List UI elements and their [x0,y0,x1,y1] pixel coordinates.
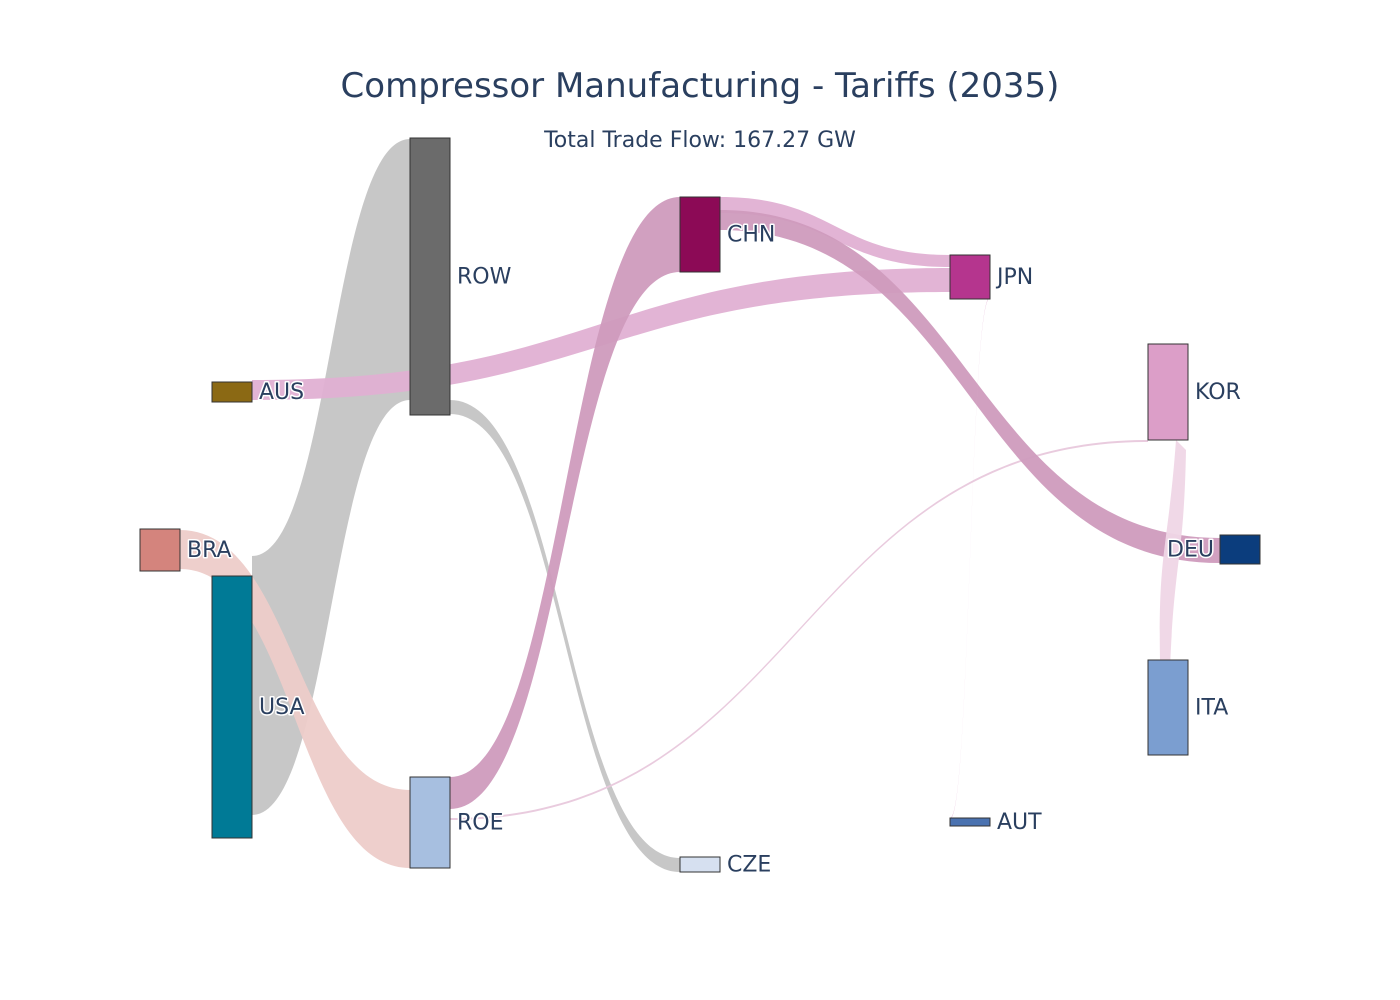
chart-title: Compressor Manufacturing - Tariffs (2035… [340,66,1060,106]
node-label-ita: ITA [1195,696,1228,721]
links-layer [180,139,1220,872]
node-aut[interactable] [949,817,991,827]
link-usa-row[interactable] [252,139,410,815]
node-label-bra: BRA [187,538,232,563]
link-jpn-aut[interactable] [950,297,990,819]
link-bra-roe[interactable] [180,530,410,868]
link-roe-kor[interactable] [450,440,1148,820]
node-label-jpn: JPN [995,265,1033,290]
node-label-roe: ROE [457,811,504,836]
node-cze[interactable] [679,856,721,873]
link-row-cze[interactable] [450,400,680,872]
node-row[interactable] [409,137,451,416]
node-label-kor: KOR [1195,380,1241,405]
node-ita[interactable] [1147,659,1189,756]
node-bra[interactable] [139,528,181,572]
nodes-layer [139,137,1261,873]
link-chn-jpn[interactable] [720,197,950,267]
node-label-aut: AUT [997,810,1042,835]
chart-subtitle: Total Trade Flow: 167.27 GW [544,128,856,153]
node-jpn[interactable] [949,254,991,300]
node-label-cze: CZE [727,853,771,878]
node-usa[interactable] [211,575,253,839]
node-kor[interactable] [1147,343,1189,441]
link-roe-chn[interactable] [450,197,680,809]
node-aus[interactable] [211,381,253,403]
node-label-row: ROW [457,265,512,290]
node-label-chn: CHN [727,223,775,248]
node-deu[interactable] [1219,534,1261,565]
link-kor-ita[interactable] [1159,440,1186,670]
labels-layer: BRA AUS USA ROW ROE CHN CZE JPN AUT KOR DEU ITA [186,221,1243,879]
node-label-usa: USA [259,695,305,720]
link-chn-deu[interactable] [720,210,1220,563]
node-roe[interactable] [409,776,451,869]
node-chn[interactable] [679,196,721,273]
node-label-deu: DEU [1167,538,1214,563]
node-label-aus: AUS [259,380,304,405]
